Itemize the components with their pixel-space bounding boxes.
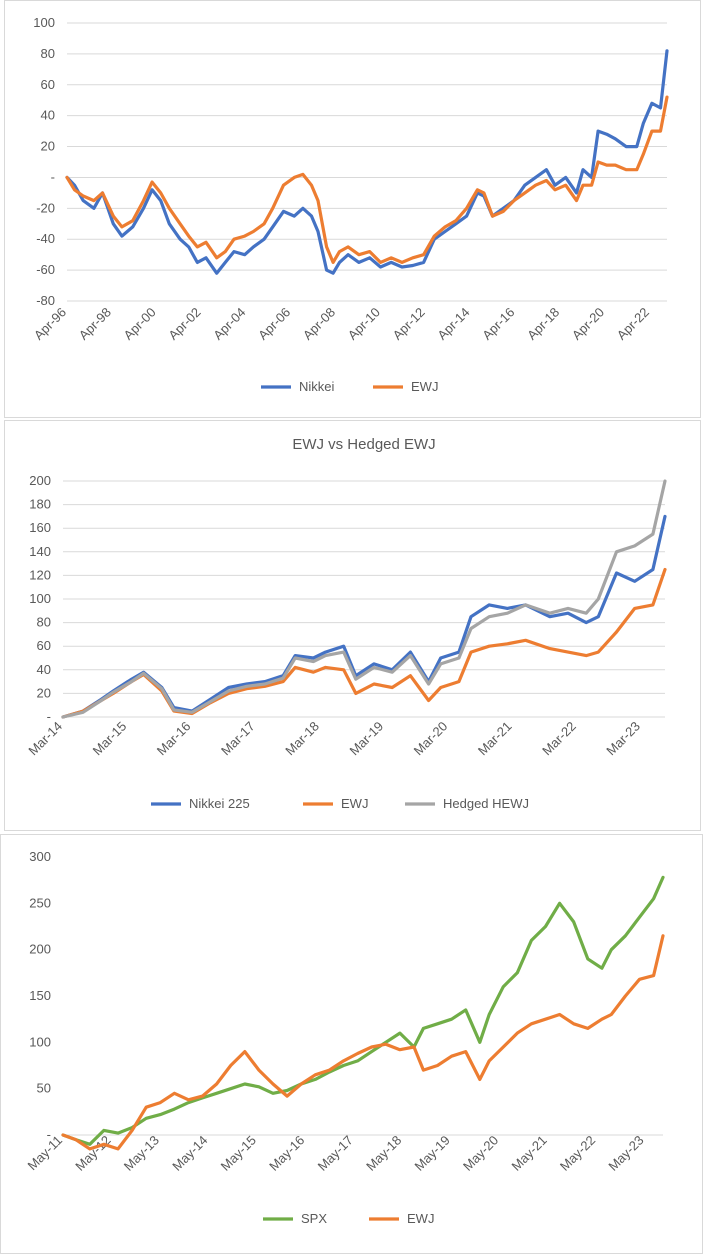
- x-tick-label: Apr-12: [390, 305, 428, 343]
- x-tick-label: Mar-19: [346, 719, 386, 759]
- y-tick-label: 60: [41, 77, 55, 92]
- x-tick-label: May-17: [315, 1133, 356, 1174]
- series-line-nikkei: [65, 49, 669, 275]
- y-tick-label: 40: [41, 108, 55, 123]
- y-tick-label: -: [47, 1127, 51, 1142]
- x-tick-label: Mar-17: [218, 719, 258, 759]
- y-tick-label: 200: [29, 942, 51, 957]
- chart-title: EWJ vs Hedged EWJ: [292, 436, 435, 453]
- x-tick-label: Apr-06: [255, 305, 293, 343]
- x-tick-label: Apr-18: [524, 305, 562, 343]
- x-tick-label: May-11: [25, 1133, 66, 1174]
- y-tick-label: -: [51, 169, 55, 184]
- x-tick-label: Apr-02: [165, 305, 203, 343]
- y-tick-label: -80: [36, 293, 55, 308]
- x-tick-label: Mar-21: [475, 719, 515, 759]
- chart-panel-spx-ewj: 300 250 200 150 100 50- May-11 May-12 May-13 May-…: [0, 834, 703, 1254]
- y-tick-label: 40: [37, 662, 51, 677]
- series-line-nikkei-225: [61, 514, 667, 719]
- y-tick-label: 80: [41, 46, 55, 61]
- x-tick-label: May-20: [460, 1133, 501, 1174]
- x-tick-label: Apr-08: [300, 305, 338, 343]
- x-tick-label: Apr-16: [479, 305, 517, 343]
- x-tick-label: Apr-96: [31, 305, 69, 343]
- y-tick-label: -: [47, 709, 51, 724]
- y-tick-label: 20: [37, 685, 51, 700]
- x-tick-label: May-16: [266, 1133, 307, 1174]
- y-tick-label: 300: [29, 849, 51, 864]
- y-tick-label: 20: [41, 139, 55, 154]
- x-tick-label: Apr-00: [121, 305, 159, 343]
- x-tick-label: Mar-20: [411, 719, 451, 759]
- series-line-hedged-hewj: [61, 479, 667, 719]
- x-tick-label: Apr-98: [76, 305, 114, 343]
- x-tick-label: Mar-16: [154, 719, 194, 759]
- chart-panel-ewj-hedged: EWJ vs Hedged EWJ 200 180 160 140 120 100 80 60 4…: [4, 420, 701, 831]
- x-tick-label: May-12: [72, 1133, 113, 1174]
- x-tick-label: May-21: [508, 1133, 549, 1174]
- y-tick-label: -40: [36, 231, 55, 246]
- x-tick-label: May-19: [412, 1133, 453, 1174]
- x-tick-label: May-14: [169, 1133, 210, 1174]
- legend-label: Nikkei: [299, 379, 335, 394]
- y-tick-label: 100: [29, 1034, 51, 1049]
- series-line-spx: [61, 875, 665, 1146]
- x-tick-label: May-23: [605, 1133, 646, 1174]
- y-tick-label: 100: [29, 591, 51, 606]
- legend-label: Hedged HEWJ: [443, 796, 529, 811]
- legend-label: SPX: [301, 1211, 327, 1226]
- legend-label: EWJ: [407, 1211, 434, 1226]
- series-line-ewj: [61, 567, 667, 719]
- y-tick-label: 250: [29, 895, 51, 910]
- x-tick-label: May-22: [557, 1133, 598, 1174]
- y-tick-label: -20: [36, 200, 55, 215]
- y-tick-label: 200: [29, 473, 51, 488]
- y-tick-label: 50: [37, 1081, 51, 1096]
- x-tick-label: May-15: [218, 1133, 259, 1174]
- y-tick-label: 60: [37, 638, 51, 653]
- x-tick-label: Mar-18: [282, 719, 322, 759]
- x-tick-label: Mar-15: [90, 719, 130, 759]
- x-tick-label: May-18: [363, 1133, 404, 1174]
- chart-ewj-hedged: EWJ vs Hedged EWJ 200 180 160 140 120 100 80 60 4…: [25, 436, 667, 811]
- x-tick-label: Mar-14: [25, 719, 65, 759]
- x-tick-label: Mar-23: [603, 719, 643, 759]
- y-tick-label: 180: [29, 497, 51, 512]
- y-tick-label: 140: [29, 544, 51, 559]
- x-tick-label: Apr-14: [434, 305, 472, 343]
- legend-label: EWJ: [411, 379, 438, 394]
- legend-label: EWJ: [341, 796, 368, 811]
- y-tick-label: 160: [29, 520, 51, 535]
- y-tick-label: 100: [33, 15, 55, 30]
- series-line-ewj: [61, 934, 665, 1151]
- x-tick-label: Apr-10: [345, 305, 383, 343]
- chart-panel-nikkei-ewj: 100 80 60 40 20- -20 -40 -60 -80 Apr-96 Apr-98 Apr-…: [4, 0, 701, 418]
- legend-label: Nikkei 225: [189, 796, 250, 811]
- x-tick-label: Mar-22: [539, 719, 579, 759]
- y-tick-label: 150: [29, 988, 51, 1003]
- series-line-ewj: [65, 95, 669, 264]
- x-tick-label: Apr-22: [614, 305, 652, 343]
- x-tick-label: Apr-04: [210, 305, 248, 343]
- x-tick-label: Apr-20: [569, 305, 607, 343]
- y-tick-label: 80: [37, 615, 51, 630]
- y-tick-label: -60: [36, 262, 55, 277]
- y-tick-label: 120: [29, 567, 51, 582]
